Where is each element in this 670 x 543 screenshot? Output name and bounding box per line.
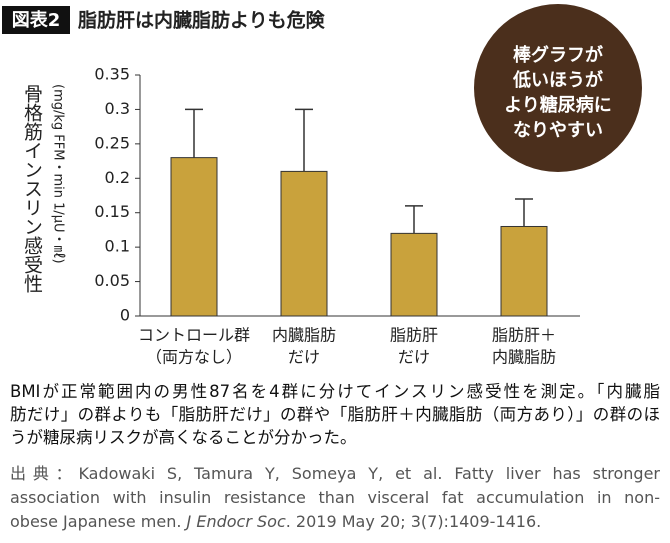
x-tick-label: 脂肪肝 [390, 326, 438, 345]
y-tick-label: 0.35 [94, 65, 130, 84]
citation: 出典：Kadowaki S, Tamura Y, Someya Y, et al… [10, 462, 660, 534]
badge: 図表2 [12, 9, 61, 31]
y-tick-label: 0.2 [105, 168, 130, 187]
y-tick-label: 0 [120, 306, 130, 325]
citation-text: obese Japanese men. [10, 512, 187, 531]
y-unit: (mg/kg FFM・min 1/μU・㎖) [51, 84, 66, 264]
y-tick-label: 0.05 [94, 271, 130, 290]
bar [390, 232, 438, 317]
citation-line: obese Japanese men. J Endocr Soc. 2019 M… [10, 510, 660, 534]
annotation: 棒グラフが [513, 44, 603, 66]
journal: J Endocr Soc [186, 512, 286, 531]
y-tick-label: 0.3 [105, 99, 130, 118]
badge-box [2, 6, 70, 34]
y-label: 骨格筋インスリン感受性 [21, 84, 43, 293]
y-tick-label: 0.25 [94, 133, 130, 152]
caption-line: うが糖尿病リスクが高くなることが分かった。 [10, 428, 357, 447]
x-tick-label: 内臓脂肪 [272, 326, 336, 345]
caption-line: 肪だけ」の群よりも「脂肪肝だけ」の群や「脂肪肝＋内臓脂肪（両方あり）」の群のほ [10, 405, 660, 424]
x-tick-label: だけ [288, 348, 320, 367]
annotation: 低いほうが [512, 69, 603, 91]
bar [500, 225, 548, 317]
chart: 図表2 脂肪肝は内臓脂肪よりも危険 骨格筋インスリン感受性 (mg/kg FFM… [2, 4, 642, 367]
x-tick-label: だけ [398, 348, 430, 367]
y-tick-label: 0.1 [105, 237, 130, 256]
x-tick-label: 内臓脂肪 [492, 348, 556, 367]
caption: BMIが正常範囲内の男性87名を4群に分けてインスリン感受性を測定。「内臓脂 肪だ… [10, 380, 660, 449]
caption-line: BMIが正常範囲内の男性87名を4群に分けてインスリン感受性を測定。「内臓脂 [10, 382, 660, 401]
y-tick-label: 0.15 [94, 202, 130, 221]
citation-line: 出典：Kadowaki S, Tamura Y, Someya Y, et al… [10, 464, 660, 483]
bar [280, 170, 328, 317]
x-tick-label: 脂肪肝＋ [492, 326, 556, 345]
citation-line: association with insulin resistance than… [10, 488, 660, 507]
annotation: より糖尿病に [504, 94, 612, 116]
bar [170, 157, 218, 317]
x-tick-label: コントロール群 [138, 326, 250, 345]
citation-text: . 2019 May 20; 3(7):1409-1416. [285, 512, 542, 531]
annotation-circle [474, 4, 642, 172]
x-tick-label: （両方なし） [146, 348, 242, 367]
annotation: なりやすい [513, 120, 603, 141]
title: 脂肪肝は内臓脂肪よりも危険 [78, 9, 326, 32]
